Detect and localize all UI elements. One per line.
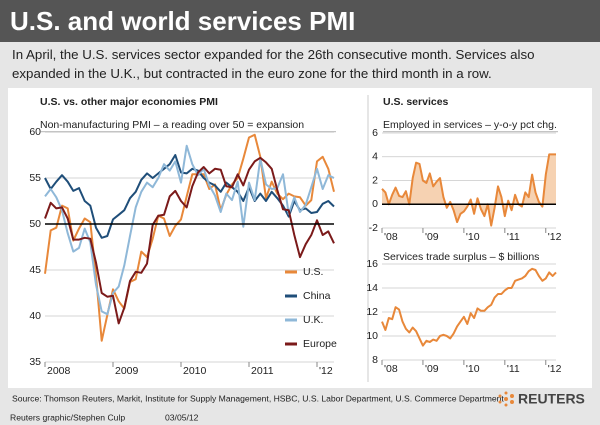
chart-subtitle: Employed in services – y-o-y pct chg.	[383, 119, 557, 131]
x-tick-label: 2010	[183, 365, 207, 377]
area	[382, 154, 556, 226]
y-tick-label: 45	[29, 264, 41, 276]
x-tick-label: '11	[507, 363, 520, 375]
page-subtitle: In April, the U.S. services sector expan…	[12, 47, 535, 81]
x-tick-label: '10	[466, 363, 480, 375]
logo-icon	[498, 391, 514, 407]
y-tick-label: 4	[372, 151, 378, 163]
y-tick-label: 50	[29, 218, 41, 230]
chart-subtitle: Non-manufacturing PMI – a reading over 5…	[40, 119, 304, 131]
page-title: U.S. and world services PMI	[0, 0, 600, 42]
x-tick-label: 2008	[47, 365, 71, 377]
x-tick-label: 2009	[115, 365, 139, 377]
line	[44, 144, 335, 316]
chart-title: Services trade surplus – $ billions	[383, 251, 539, 263]
legend-label: China	[303, 290, 331, 302]
chart-title: U.S. vs. other major economies PMI	[40, 96, 218, 108]
y-tick-label: 14	[366, 282, 378, 294]
x-tick-label: '11	[507, 231, 520, 243]
y-tick-label: 60	[29, 126, 41, 138]
x-tick-label: '10	[466, 231, 480, 243]
x-tick-label: '12	[548, 363, 562, 375]
line	[44, 156, 335, 325]
y-tick-label: 0	[372, 198, 378, 210]
logo: REUTERS	[518, 391, 585, 407]
panel	[8, 88, 592, 388]
y-tick-label: 12	[366, 306, 378, 318]
y-tick-label: -2	[369, 222, 378, 234]
x-tick-label: '08	[384, 231, 398, 243]
date: 03/05/12	[165, 412, 199, 422]
x-tick-label: 2011	[251, 365, 274, 377]
source: Source: Thomson Reuters, Markit, Institu…	[12, 393, 504, 403]
x-tick-label: '09	[425, 231, 439, 243]
legend-label: U.K.	[303, 314, 323, 326]
y-tick-label: 10	[366, 330, 378, 342]
y-tick-label: 2	[372, 174, 378, 186]
y-tick-label: 16	[366, 258, 378, 270]
y-tick-label: 55	[29, 172, 41, 184]
x-tick-label: '09	[425, 363, 439, 375]
y-tick-label: 6	[372, 127, 378, 139]
y-tick-label: 35	[29, 356, 41, 368]
x-tick-label: '12	[548, 231, 562, 243]
legend-label: Europe	[303, 338, 337, 350]
line	[381, 267, 557, 347]
y-tick-label: 40	[29, 310, 41, 322]
x-tick-label: '08	[384, 363, 398, 375]
line	[44, 154, 335, 239]
chart-title: U.S. services	[383, 96, 449, 108]
title-bg	[381, 250, 542, 263]
x-tick-label: '12	[319, 365, 333, 377]
credit: Reuters graphic/Stephen Culp	[10, 412, 125, 422]
line	[381, 153, 556, 227]
legend-label: U.S.	[303, 266, 323, 278]
y-tick-label: 8	[372, 354, 378, 366]
